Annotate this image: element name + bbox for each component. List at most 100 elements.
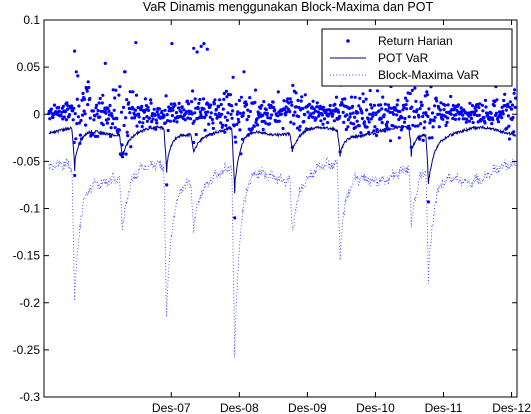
data-point-return <box>319 119 323 123</box>
data-point-return <box>128 90 132 94</box>
data-point-return <box>285 110 289 114</box>
data-point-return <box>72 106 76 110</box>
data-point-return-outlier <box>103 61 107 65</box>
chart-title: VaR Dinamis menggunakan Block-Maxima dan… <box>143 0 434 14</box>
y-tick-label: -0.3 <box>19 390 40 404</box>
data-point-return <box>290 103 294 107</box>
data-point-return-outlier <box>202 42 206 46</box>
data-point-return <box>405 99 409 103</box>
data-point-return <box>94 103 99 107</box>
data-point-return <box>65 107 70 111</box>
data-point-return <box>366 117 370 121</box>
data-point-return <box>443 103 447 107</box>
data-point-return <box>368 112 372 116</box>
data-point-return <box>223 130 227 134</box>
data-point-return <box>484 105 488 109</box>
data-point-return <box>514 96 518 100</box>
data-point-return <box>115 117 119 121</box>
data-point-return <box>191 89 195 93</box>
data-point-return <box>175 120 179 124</box>
data-point-return <box>372 129 376 133</box>
data-point-return <box>444 123 448 127</box>
data-point-return <box>146 105 150 109</box>
data-point-return <box>403 116 407 121</box>
data-point-return <box>439 101 443 105</box>
data-point-return <box>125 130 129 134</box>
data-point-return <box>193 111 197 115</box>
data-point-return <box>137 112 141 116</box>
data-point-return <box>239 95 243 99</box>
data-point-return <box>494 111 498 115</box>
data-point-return <box>413 124 417 128</box>
data-point-return <box>84 123 88 127</box>
data-point-return <box>360 116 364 121</box>
data-point-return <box>85 89 89 93</box>
data-point-return <box>382 113 386 117</box>
data-point-return <box>451 103 455 108</box>
data-point-return <box>206 102 210 107</box>
data-point-return <box>501 109 505 113</box>
data-point-return <box>109 126 113 130</box>
data-point-return <box>461 113 465 117</box>
data-point-return <box>166 119 170 123</box>
data-point-return <box>433 115 437 119</box>
data-point-return <box>224 89 228 93</box>
data-point-return <box>183 118 187 122</box>
data-point-return <box>284 105 288 109</box>
data-point-return <box>241 111 246 115</box>
data-point-return <box>276 90 280 94</box>
data-point-return <box>166 128 170 133</box>
data-point-return <box>467 119 471 123</box>
plot-area <box>47 41 518 358</box>
data-point-return <box>374 133 379 138</box>
data-point-return <box>361 100 366 104</box>
data-point-return <box>430 136 434 140</box>
data-point-return <box>483 98 488 102</box>
data-point-return <box>209 103 213 107</box>
y-tick-label: 0.1 <box>23 13 40 27</box>
data-point-return <box>94 106 98 110</box>
data-point-return <box>224 123 228 128</box>
data-point-return <box>247 114 251 118</box>
data-point-return <box>374 112 378 117</box>
data-point-return <box>246 108 250 112</box>
data-point-return <box>391 124 395 128</box>
data-point-return <box>315 101 319 105</box>
data-point-return <box>78 133 82 137</box>
data-point-return <box>229 112 233 116</box>
data-point-return <box>179 110 183 114</box>
data-point-return <box>70 104 74 108</box>
data-point-return <box>52 103 57 107</box>
data-point-return <box>242 70 246 74</box>
data-point-return <box>171 108 175 112</box>
data-point-return <box>235 122 239 126</box>
data-point-return <box>476 120 480 124</box>
data-point-return <box>261 127 265 132</box>
data-point-return <box>303 113 307 117</box>
data-point-return <box>400 116 404 120</box>
data-point-return <box>164 94 168 98</box>
data-point-return <box>370 106 374 110</box>
data-point-return <box>261 113 265 117</box>
data-point-return <box>271 100 275 104</box>
data-point-return <box>149 101 153 105</box>
data-point-return <box>433 104 437 108</box>
data-point-return <box>137 115 141 119</box>
data-point-return <box>365 108 369 112</box>
data-point-return <box>124 116 128 120</box>
data-point-return <box>129 145 133 149</box>
data-point-return <box>396 98 400 102</box>
data-point-return <box>209 111 213 115</box>
data-point-return <box>277 119 281 123</box>
data-point-return <box>124 152 128 156</box>
data-point-return <box>419 122 423 126</box>
data-point-return <box>419 100 423 104</box>
data-point-return <box>75 122 79 126</box>
data-point-return <box>135 124 139 128</box>
data-point-return <box>125 98 129 102</box>
data-point-return <box>369 103 373 107</box>
data-point-return <box>253 88 258 92</box>
data-point-return <box>466 111 470 115</box>
data-point-return <box>110 114 114 118</box>
data-point-return <box>457 117 461 121</box>
